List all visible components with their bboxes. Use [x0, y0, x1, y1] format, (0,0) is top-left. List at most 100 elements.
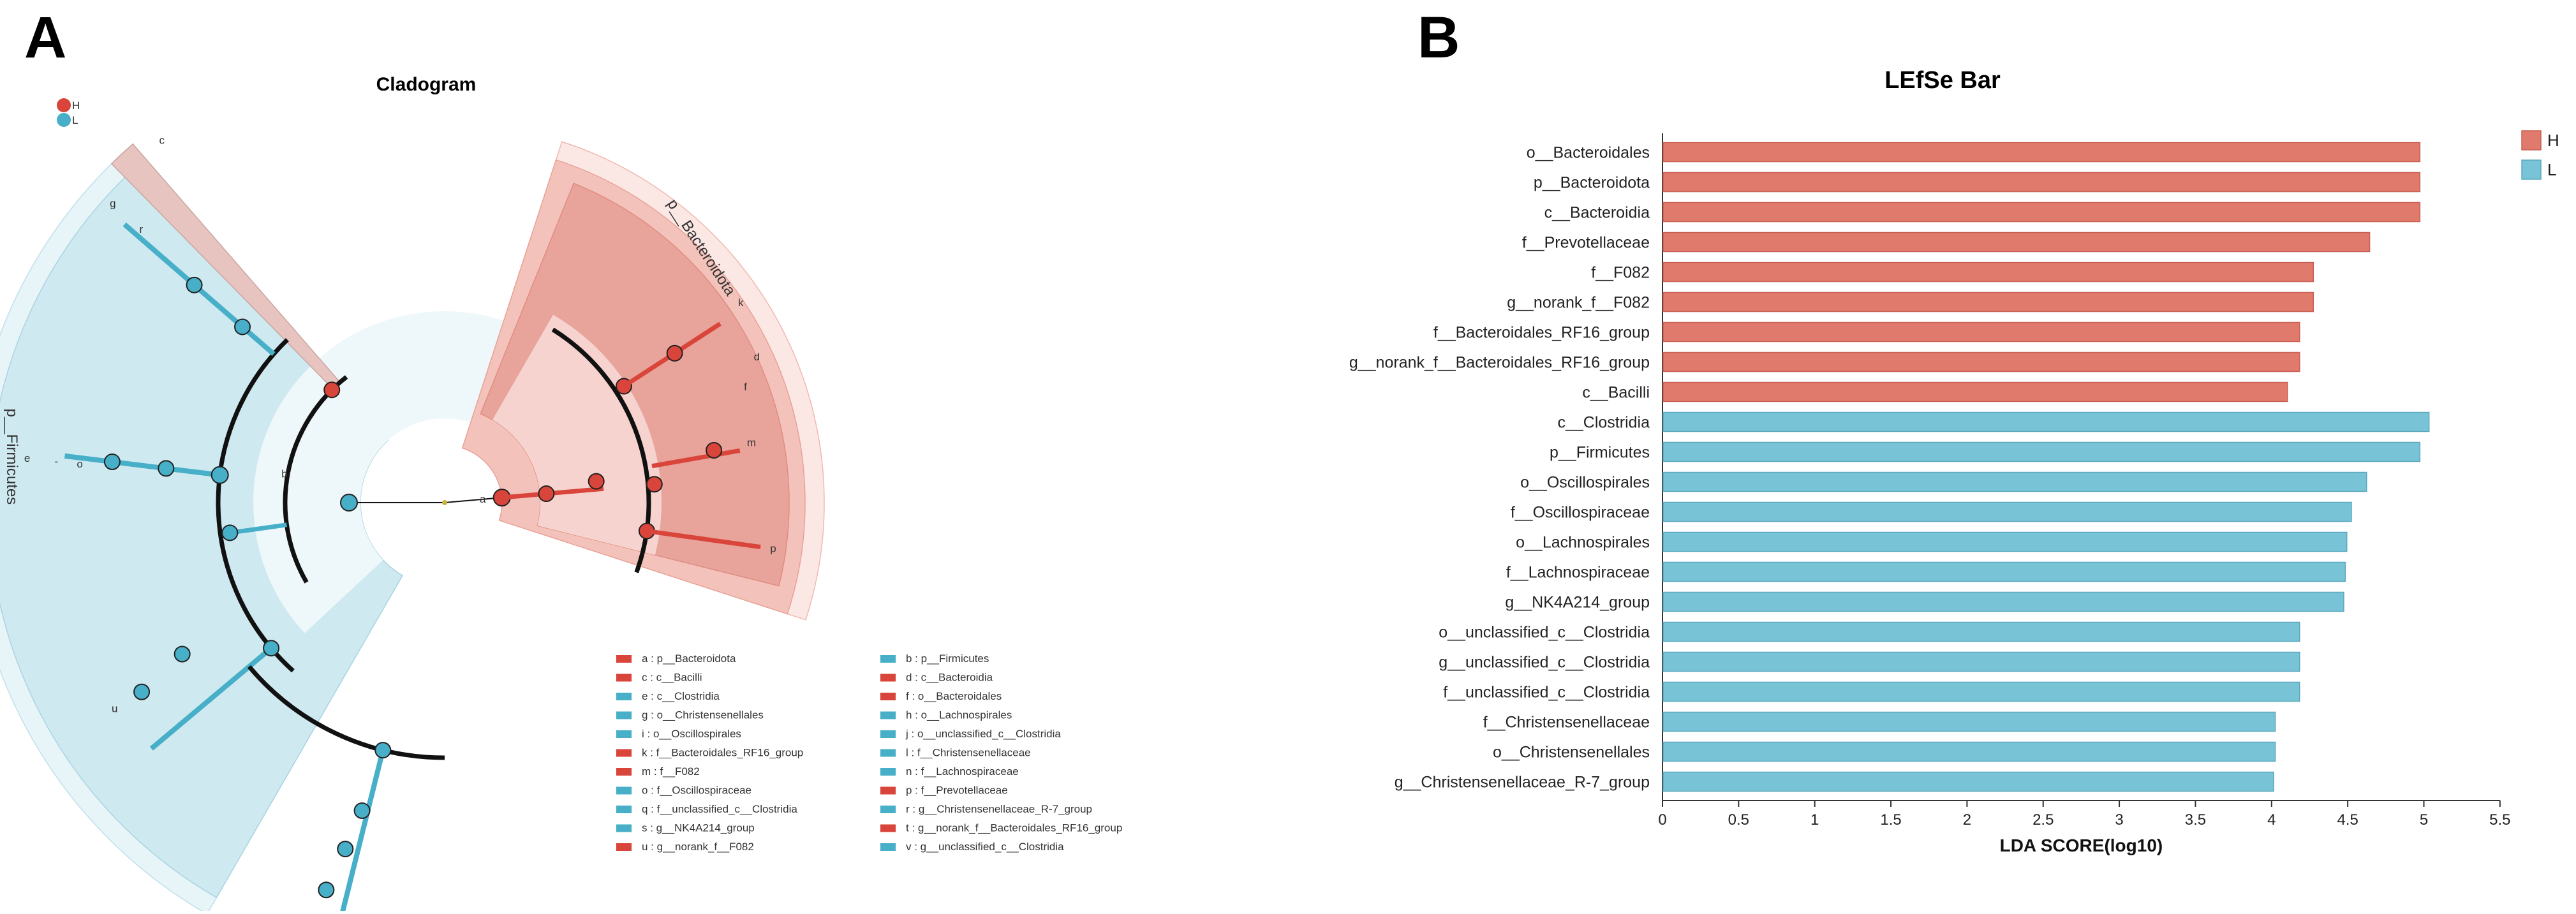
taxa-legend-item-n: n : f__Lachnospiraceae — [906, 765, 1019, 778]
taxa-legend-item-k: k : f__Bacteroidales_RF16_group — [642, 747, 803, 759]
clado-label-m: m — [747, 437, 756, 449]
bar-label-g__unclassified_c__Clostridia: g__unclassified_c__Clostridia — [1439, 654, 1650, 672]
taxa-legend-item-r: r : g__Christensenellaceae_R-7_group — [906, 803, 1092, 815]
legend-swatch-L — [2521, 159, 2542, 180]
x-tick-label-4: 4 — [2267, 811, 2276, 829]
bar-label-p__Firmicutes: p__Firmicutes — [1550, 444, 1650, 462]
group-l-legend-label: L — [72, 114, 78, 126]
bacteroidales-node — [588, 473, 605, 490]
bar-f__F082 — [1662, 262, 2314, 283]
taxa-legend-item-p: p : f__Prevotellaceae — [906, 785, 1008, 797]
clado-label-f: f — [744, 381, 747, 393]
bacteroidota-inner-band — [492, 314, 662, 556]
clado-label-b: b — [281, 468, 287, 480]
clado-label-r: r — [140, 223, 144, 235]
firmicutes-node — [340, 494, 358, 512]
taxa-legend-swatch-b — [880, 655, 896, 663]
taxa-legend-swatch-l — [880, 749, 896, 757]
taxa-legend-item-v: v : g__unclassified_c__Clostridia — [906, 841, 1064, 853]
bar-f__Oscillospiraceae — [1662, 501, 2352, 522]
clado-label-g: g — [110, 198, 115, 210]
taxa-legend-swatch-v — [880, 843, 896, 851]
x-tick-label-3.5: 3.5 — [2185, 811, 2206, 829]
bar-c__Clostridia — [1662, 411, 2430, 432]
group-h-legend-dot — [57, 98, 71, 112]
bar-g__norank_f__F082 — [1662, 291, 2314, 313]
bar-g__unclassified_c__Clostridia — [1662, 651, 2300, 672]
f082-branch — [651, 448, 741, 469]
christensenellales-node — [234, 318, 251, 335]
taxa-legend-item-j: j : o__unclassified_c__Clostridia — [905, 728, 1061, 740]
bar-f__Bacteroidales_RF16_group — [1662, 321, 2300, 343]
oscillospirales-node — [158, 460, 175, 477]
bar-c__Bacilli — [1662, 381, 2288, 402]
x-tick-label-0.5: 0.5 — [1728, 811, 1749, 829]
legend-swatch-H — [2521, 130, 2542, 151]
lachnospirales-branch — [149, 646, 273, 751]
x-tick-label-2.5: 2.5 — [2032, 811, 2054, 829]
genus-node-s — [337, 841, 354, 858]
bar-o__Lachnospirales — [1662, 531, 2348, 552]
taxa-legend-item-g: g : o__Christensenellales — [642, 709, 764, 721]
firmicutes-phylum-label: p__Firmicutes — [3, 409, 20, 505]
christensenellaceae-node — [186, 276, 203, 293]
taxa-legend-item-h: h : o__Lachnospirales — [906, 709, 1012, 721]
genus-node-v — [353, 802, 371, 819]
bacilli-node — [323, 381, 341, 399]
bar-o__unclassified_c__Clostridia — [1662, 621, 2300, 642]
x-tick-label-1.5: 1.5 — [1880, 811, 1901, 829]
taxa-legend-swatch-q — [616, 806, 632, 813]
taxa-legend-swatch-g — [616, 711, 632, 719]
taxa-legend-item-q: q : f__unclassified_c__Clostridia — [642, 803, 797, 815]
clado-label-e: e — [24, 452, 30, 464]
prevotellaceae-branch — [646, 529, 761, 550]
x-tick-label-0: 0 — [1658, 811, 1666, 829]
clado-label-d: d — [754, 351, 760, 363]
taxa-legend-item-a: a : p__Bacteroidota — [642, 652, 736, 665]
bar-f__Prevotellaceae — [1662, 232, 2371, 253]
unclassified-family-node — [374, 742, 392, 759]
taxa-legend-swatch-d — [880, 674, 896, 682]
lda-bar-chart: o__Bacteroidales p__Bacteroidota c__Bacter… — [1349, 130, 2559, 855]
x-tick-label-5.5: 5.5 — [2489, 811, 2510, 829]
taxa-legend-swatch-k — [616, 749, 632, 757]
taxa-legend-swatch-f — [880, 693, 896, 700]
norank-rf16-node — [666, 344, 683, 362]
lachnospiraceae-node — [174, 645, 191, 663]
root-node — [442, 500, 447, 505]
taxa-legend-swatch-i — [616, 730, 632, 738]
taxa-legend-item-l: l : f__Christensenellaceae — [906, 747, 1031, 759]
bar-f__unclassified_c__Clostridia — [1662, 681, 2300, 702]
cladogram-title: Cladogram — [376, 74, 477, 95]
x-axis-title: LDA SCORE(log10) — [2000, 836, 2163, 855]
taxa-legend-item-e: e : c__Clostridia — [642, 690, 720, 702]
cladogram: o-rguvsp__Firmicuteseckpmdfbap__Bacteroi… — [0, 135, 825, 914]
taxa-legend-swatch-e — [616, 693, 632, 700]
clado-label-o: o — [77, 458, 82, 470]
x-tick-label-5: 5 — [2420, 811, 2428, 829]
taxa-legend-swatch-r — [880, 806, 896, 813]
taxa-legend-item-f: f : o__Bacteroidales — [906, 690, 1002, 702]
nk4a214-node — [133, 683, 151, 700]
bar-chart-title: LEfSe Bar — [1884, 67, 2001, 94]
panel-letter-a: A — [24, 5, 66, 70]
unclassified-family-branch — [339, 749, 386, 914]
group-h-legend-label: H — [72, 100, 80, 112]
clado-label-a: a — [480, 493, 486, 505]
bar-g__NK4A214_group — [1662, 591, 2344, 612]
bar-label-o__Bacteroidales: o__Bacteroidales — [1527, 144, 1650, 162]
clostridia-node — [211, 466, 229, 484]
bar-o__Christensenellales — [1662, 741, 2276, 762]
bar-label-c__Clostridia: c__Clostridia — [1557, 414, 1650, 432]
taxa-legend-item-i: i : o__Oscillospirales — [642, 728, 741, 740]
clado-label-c: c — [159, 135, 165, 147]
bar-label-f__Lachnospiraceae: f__Lachnospiraceae — [1506, 564, 1650, 582]
oscillospiraceae-node — [103, 453, 121, 471]
bar-g__Christensenellaceae_R-7_group — [1662, 771, 2274, 792]
clostridia-order-arc — [216, 338, 295, 673]
clado-label-k: k — [738, 297, 744, 309]
panel-letter-b: B — [1418, 5, 1460, 70]
bar-label-g__NK4A214_group: g__NK4A214_group — [1505, 594, 1650, 612]
